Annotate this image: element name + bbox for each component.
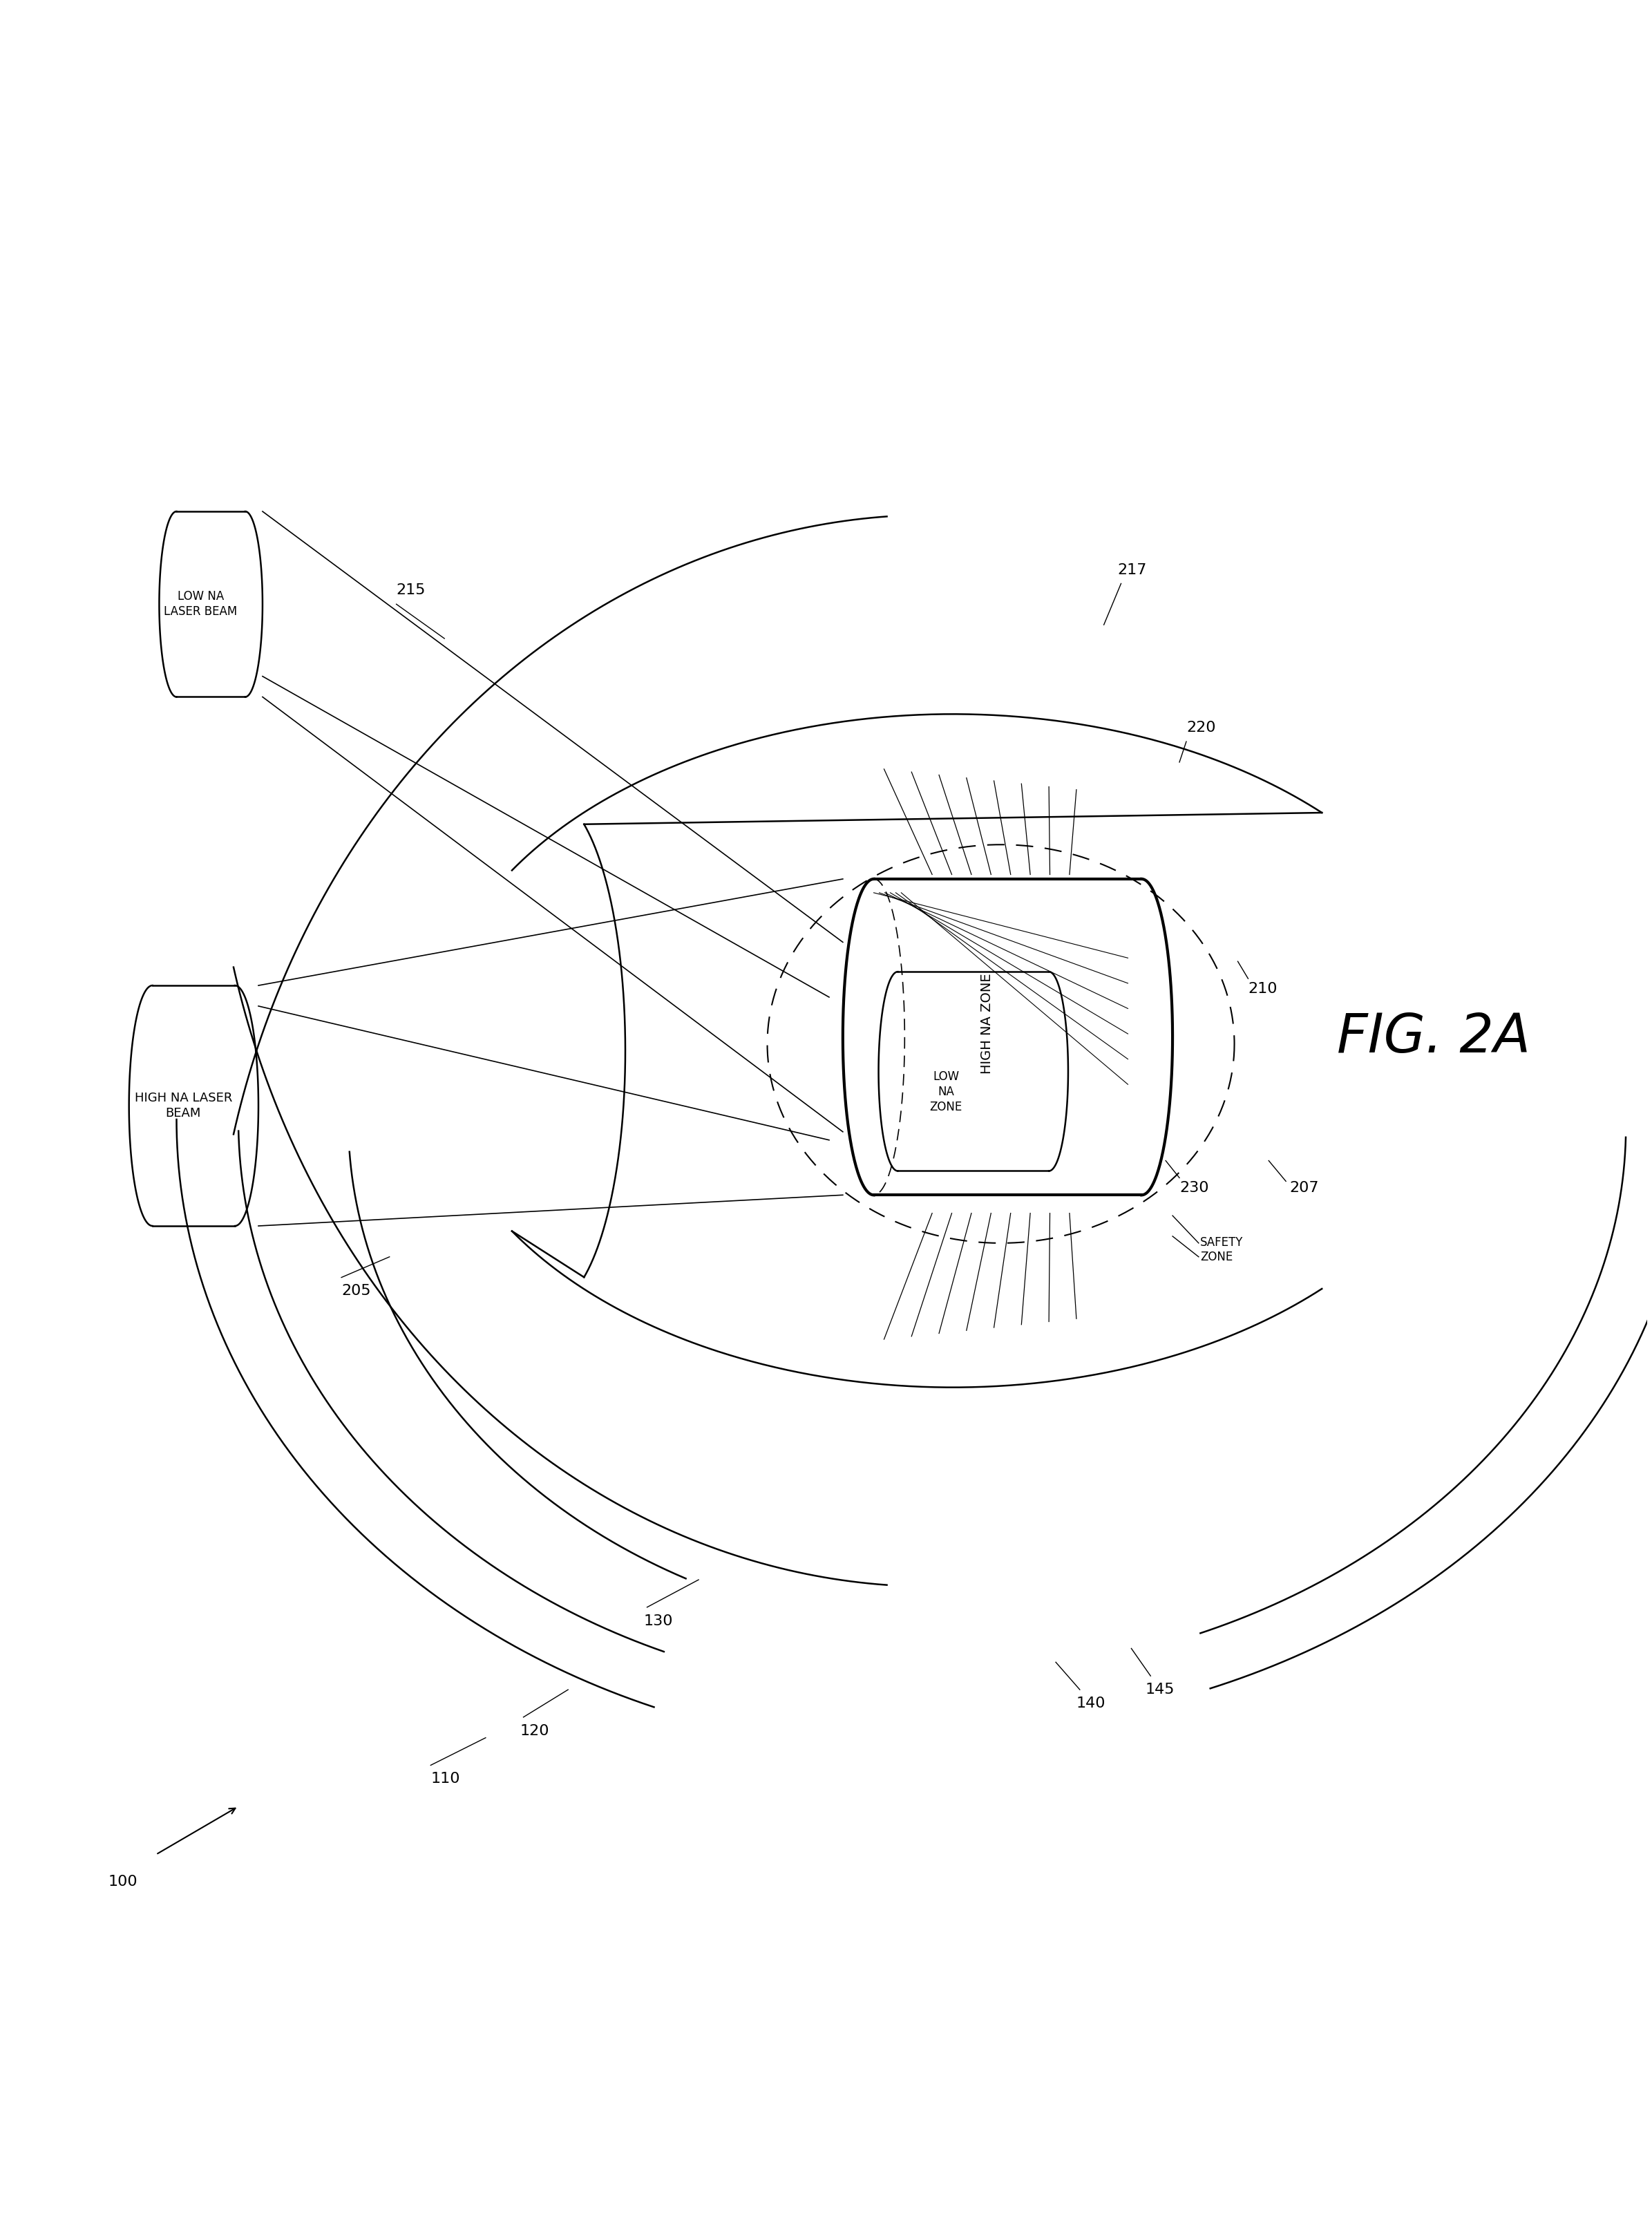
Text: 100: 100 <box>107 1875 137 1888</box>
Text: 210: 210 <box>1249 982 1277 995</box>
Text: 215: 215 <box>396 584 426 597</box>
Text: 140: 140 <box>1077 1697 1105 1710</box>
Text: 110: 110 <box>431 1772 459 1786</box>
Text: 220: 220 <box>1186 722 1216 735</box>
Text: HIGH NA LASER
BEAM: HIGH NA LASER BEAM <box>134 1093 233 1119</box>
Text: HIGH NA ZONE: HIGH NA ZONE <box>981 973 993 1073</box>
Text: 230: 230 <box>1180 1182 1209 1195</box>
Text: LOW NA
LASER BEAM: LOW NA LASER BEAM <box>164 591 238 617</box>
Text: 205: 205 <box>342 1284 370 1297</box>
Text: 217: 217 <box>1118 562 1146 577</box>
Text: 207: 207 <box>1289 1182 1318 1195</box>
Text: 145: 145 <box>1145 1684 1175 1697</box>
Text: SAFETY
ZONE: SAFETY ZONE <box>1199 1237 1242 1264</box>
Text: LOW
NA
ZONE: LOW NA ZONE <box>930 1071 961 1113</box>
Text: FIG. 2A: FIG. 2A <box>1336 1011 1530 1064</box>
Text: 120: 120 <box>520 1723 550 1737</box>
Text: 130: 130 <box>644 1615 672 1628</box>
